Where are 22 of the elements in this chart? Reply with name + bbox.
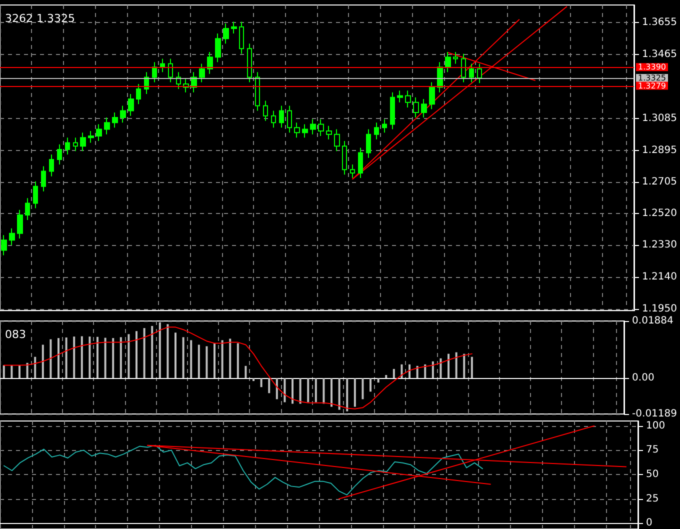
y-tick-label: 75	[646, 444, 659, 456]
y-tick-label: 1.3085	[642, 112, 678, 124]
y-tick-label: 1.2705	[642, 176, 678, 188]
y-tick-label: 1.3655	[642, 17, 678, 28]
text: 083	[5, 328, 26, 341]
y-tick-label: 1.2520	[642, 208, 678, 219]
y-tick-label: -0.01189	[632, 408, 678, 420]
y-tick-label: 0	[646, 518, 652, 529]
y-tick-label: 0.01884	[632, 316, 674, 326]
y-tick-label: 25	[646, 493, 659, 504]
ref-line-label: 1.3390	[638, 62, 666, 72]
y-tick-label: 100	[646, 420, 666, 432]
y-tick-label: 50	[646, 469, 659, 480]
y-tick-label: 1.3465	[642, 49, 678, 60]
y-tick-label: 1.2140	[642, 272, 678, 283]
text: 3262 1.3325	[5, 12, 75, 25]
y-tick-label: 1.1950	[642, 304, 678, 314]
ref-line-label: 1.3279	[638, 81, 666, 90]
y-tick-label: 1.2895	[642, 144, 678, 156]
y-tick-label: 1.2330	[642, 240, 678, 251]
ref-line-label: 1.3325	[638, 74, 666, 83]
y-tick-label: 0.00	[632, 372, 654, 384]
